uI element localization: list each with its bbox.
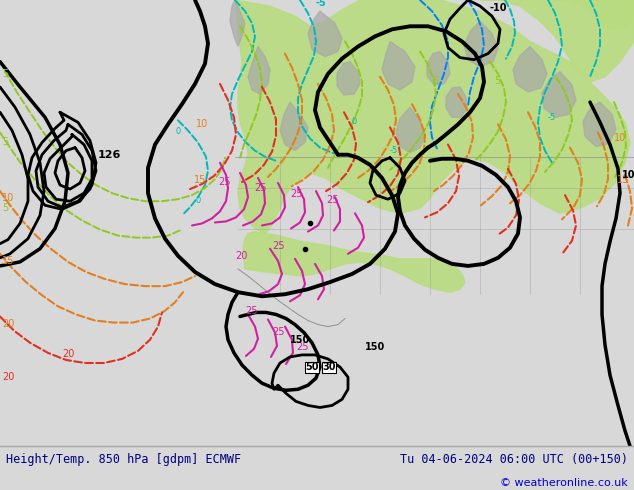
- Text: 10: 10: [622, 170, 634, 180]
- Polygon shape: [337, 62, 360, 95]
- Text: 5: 5: [2, 69, 8, 79]
- Text: 25: 25: [290, 189, 302, 199]
- Text: 30: 30: [322, 362, 335, 372]
- Text: 150: 150: [290, 335, 310, 345]
- Text: 15: 15: [194, 175, 207, 185]
- Polygon shape: [480, 0, 634, 82]
- Text: 25: 25: [245, 306, 257, 317]
- Text: -5: -5: [316, 0, 327, 8]
- Text: 0: 0: [195, 196, 200, 205]
- Text: 50: 50: [305, 362, 318, 372]
- Text: 10: 10: [614, 132, 626, 143]
- Polygon shape: [235, 0, 630, 234]
- Text: -10: -10: [490, 3, 507, 13]
- Text: 5: 5: [432, 76, 438, 86]
- Polygon shape: [308, 11, 342, 57]
- Polygon shape: [230, 0, 245, 47]
- Text: 25: 25: [218, 177, 231, 187]
- Text: 126: 126: [98, 150, 121, 160]
- Text: 0: 0: [175, 127, 180, 137]
- Polygon shape: [583, 102, 616, 147]
- Text: 5: 5: [494, 76, 500, 86]
- Text: 25: 25: [272, 241, 285, 251]
- Text: 25: 25: [326, 195, 339, 205]
- Text: 25: 25: [296, 342, 309, 352]
- Polygon shape: [248, 47, 270, 94]
- Text: 15: 15: [617, 175, 630, 185]
- Polygon shape: [464, 21, 498, 67]
- Text: 5: 5: [2, 137, 8, 147]
- Polygon shape: [280, 102, 308, 150]
- Text: 20: 20: [2, 318, 15, 329]
- Polygon shape: [396, 107, 425, 153]
- Text: © weatheronline.co.uk: © weatheronline.co.uk: [500, 478, 628, 489]
- Polygon shape: [427, 51, 450, 85]
- Text: 20: 20: [235, 251, 247, 261]
- Polygon shape: [542, 72, 576, 117]
- Text: 5: 5: [2, 203, 8, 213]
- Text: -5: -5: [548, 113, 556, 122]
- Text: 25: 25: [254, 183, 266, 193]
- Text: 10: 10: [2, 193, 14, 203]
- Text: -5: -5: [390, 146, 398, 155]
- Text: Height/Temp. 850 hPa [gdpm] ECMWF: Height/Temp. 850 hPa [gdpm] ECMWF: [6, 453, 242, 466]
- Text: 15: 15: [2, 256, 15, 266]
- Text: 10: 10: [196, 120, 208, 129]
- Polygon shape: [550, 0, 634, 31]
- Polygon shape: [446, 87, 467, 117]
- Polygon shape: [243, 232, 465, 292]
- Polygon shape: [513, 47, 547, 92]
- Text: 150: 150: [365, 342, 385, 352]
- Text: Tu 04-06-2024 06:00 UTC (00+150): Tu 04-06-2024 06:00 UTC (00+150): [399, 453, 628, 466]
- Text: 20: 20: [2, 372, 15, 382]
- Text: 0: 0: [352, 118, 357, 126]
- Polygon shape: [382, 42, 415, 90]
- Text: 25: 25: [272, 327, 285, 337]
- Text: 20: 20: [62, 349, 74, 359]
